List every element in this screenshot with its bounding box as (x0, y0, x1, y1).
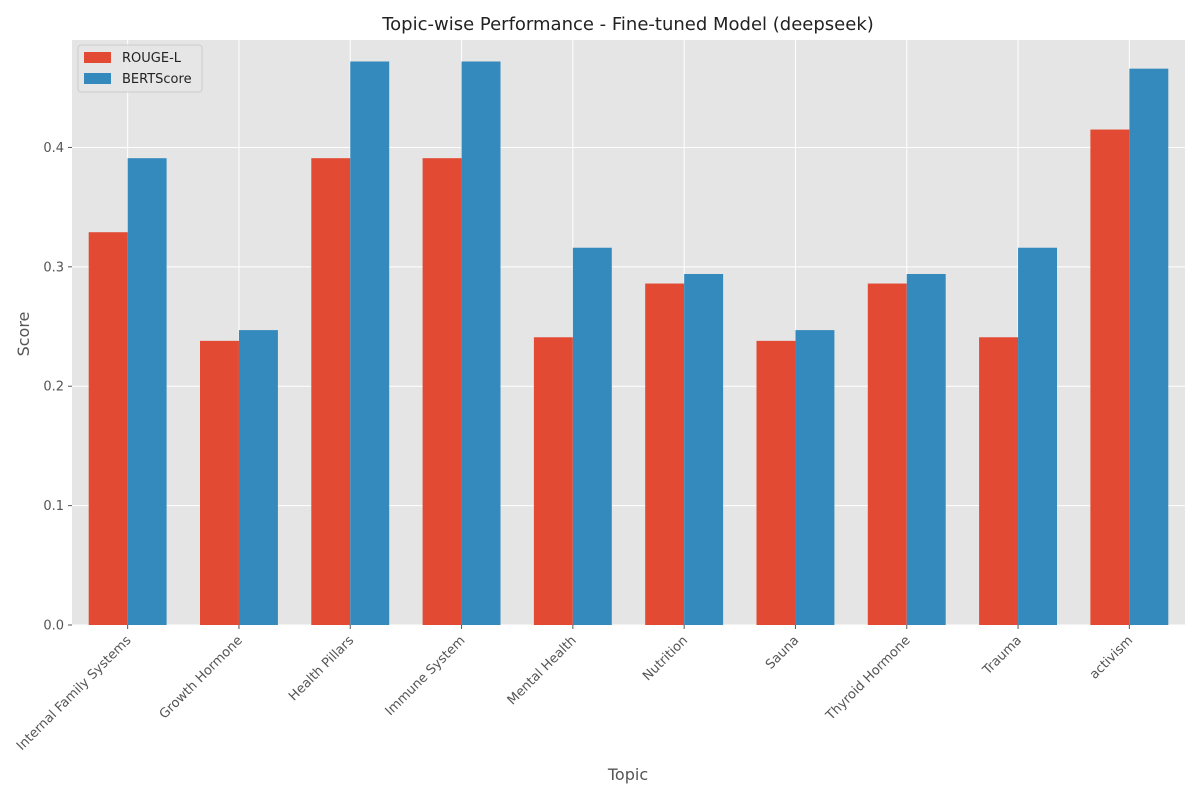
bar-bertscore (1129, 68, 1169, 625)
x-axis-ticks: Internal Family Systems Growth Hormone Hea… (14, 625, 1136, 754)
y-axis-label: Score (14, 312, 33, 357)
legend-label: BERTScore (122, 72, 192, 87)
x-tick-label: Thyroid Hormone (823, 633, 914, 724)
x-tick-label: Internal Family Systems (14, 633, 135, 754)
y-tick-label: 0.0 (43, 619, 64, 634)
bar-bertscore (238, 330, 278, 625)
bar-rouge-l (422, 158, 462, 625)
x-tick-label: Sauna (763, 633, 802, 672)
bar-bertscore (684, 274, 724, 625)
bar-rouge-l (979, 337, 1019, 625)
legend-swatch (84, 73, 111, 84)
bar-bertscore (795, 330, 835, 625)
y-tick-label: 0.1 (43, 499, 64, 514)
bar-rouge-l (311, 158, 351, 625)
bar-bertscore (350, 61, 390, 625)
chart-title: Topic-wise Performance - Fine-tuned Mode… (381, 14, 874, 35)
legend: ROUGE-L BERTScore (77, 44, 203, 93)
bar-rouge-l (199, 340, 239, 625)
x-tick-label: Immune System (383, 633, 469, 719)
y-tick-label: 0.4 (43, 141, 64, 156)
bar-bertscore (1018, 247, 1058, 626)
bar-rouge-l (88, 232, 128, 625)
x-tick-label: activism (1087, 633, 1136, 682)
bar-rouge-l (756, 340, 796, 625)
y-tick-label: 0.2 (43, 380, 64, 395)
legend-label: ROUGE-L (122, 51, 182, 66)
bar-rouge-l (1090, 129, 1130, 625)
bar-rouge-l (533, 337, 573, 625)
x-tick-label: Growth Hormone (157, 633, 246, 722)
x-tick-label: Trauma (979, 633, 1024, 678)
legend-swatch (84, 52, 111, 63)
x-tick-label: Nutrition (640, 633, 691, 684)
bar-rouge-l (867, 283, 907, 625)
y-tick-label: 0.3 (43, 260, 64, 275)
bar-rouge-l (645, 283, 685, 625)
bar-bertscore (461, 61, 501, 625)
y-axis-ticks: 0.0 0.1 0.2 0.3 0.4 (43, 141, 72, 634)
x-tick-label: Mental Health (505, 633, 580, 708)
bar-bertscore (127, 158, 167, 625)
bar-bertscore (906, 274, 946, 625)
x-tick-label: Health Pillars (286, 633, 357, 704)
bars (88, 61, 1169, 626)
bar-bertscore (572, 247, 612, 626)
x-axis-label: Topic (607, 765, 648, 784)
